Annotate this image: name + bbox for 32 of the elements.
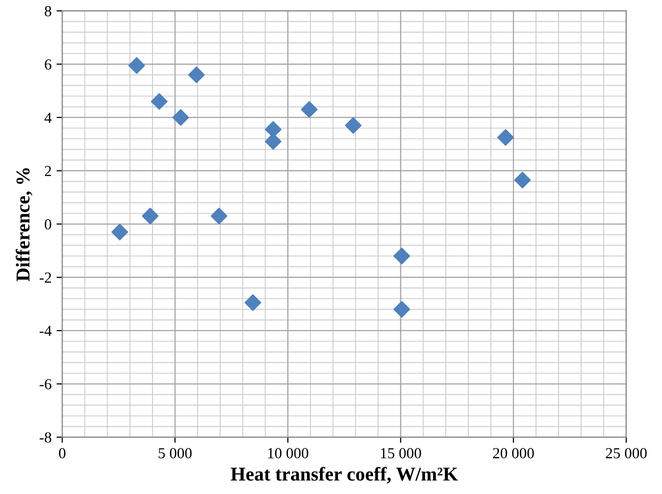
- y-tick-label: 4: [44, 112, 52, 123]
- point: [111, 224, 128, 240]
- x-tick-label: 5 000: [158, 448, 192, 458]
- point: [128, 57, 145, 74]
- x-tick-label: 20 000: [493, 448, 534, 458]
- y-tick-label: -8: [40, 432, 52, 443]
- point: [393, 248, 410, 264]
- point: [514, 172, 531, 188]
- point: [497, 129, 514, 146]
- point: [150, 93, 168, 110]
- x-tick-label: 10 000: [268, 448, 308, 458]
- point: [393, 300, 410, 318]
- x-tick-label: 15 000: [380, 448, 422, 458]
- y-axis-title: Difference, %: [16, 168, 32, 282]
- point: [244, 294, 262, 311]
- y-tick-label: -2: [40, 272, 51, 283]
- x-tick-label: 0: [58, 448, 66, 458]
- point: [264, 133, 282, 150]
- y-tick-label: 8: [44, 6, 52, 16]
- point: [344, 117, 362, 134]
- point: [172, 109, 189, 126]
- y-tick-label: 6: [44, 59, 52, 70]
- point: [210, 208, 228, 224]
- point: [188, 66, 205, 84]
- y-tick-label: 2: [44, 166, 51, 176]
- y-tick-label: -6: [40, 379, 52, 390]
- point: [142, 208, 159, 224]
- x-axis-title: Heat transfer coeff, W/m²K: [230, 466, 458, 484]
- y-tick-label: 0: [44, 219, 52, 230]
- x-tick-label: 25 000: [606, 448, 647, 458]
- y-tick-label: -4: [40, 326, 52, 336]
- point: [300, 101, 318, 118]
